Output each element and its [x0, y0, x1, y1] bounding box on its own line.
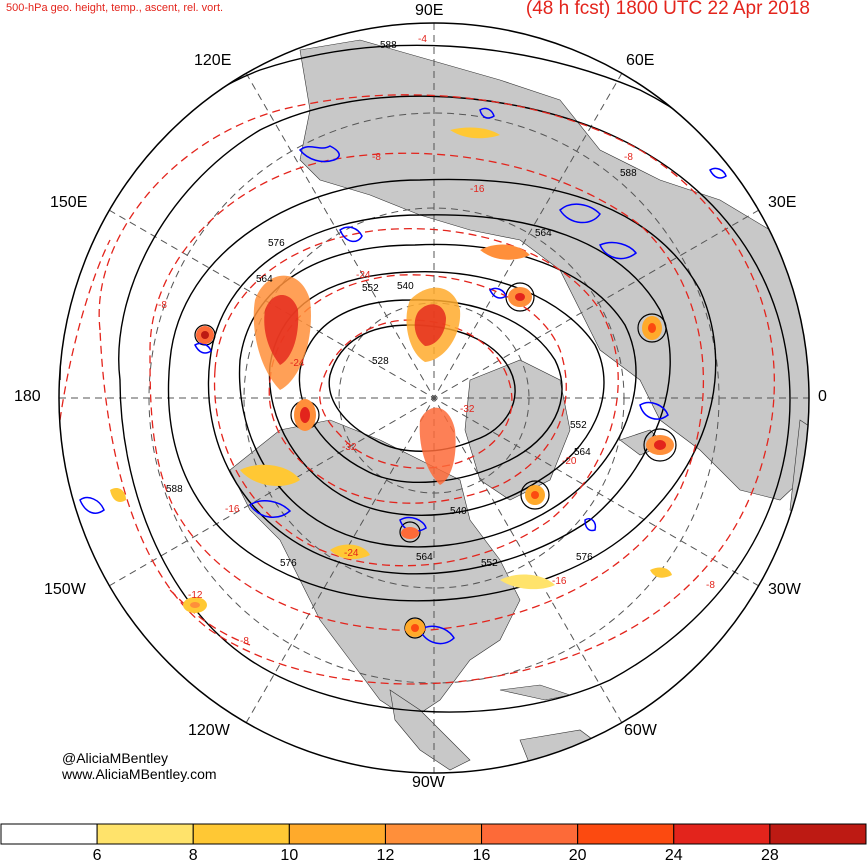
credit-handle: @AliciaMBentley	[62, 750, 169, 766]
height-label: 588	[380, 40, 397, 51]
land-greenland	[464, 359, 571, 501]
colorbar-swatch	[384, 823, 483, 845]
lon-label-90w: 90W	[412, 774, 445, 791]
colorbar-swatch	[96, 823, 194, 845]
land-north-america	[229, 419, 521, 721]
product-title: 500-hPa geo. height, temp., ascent, rel.…	[6, 2, 224, 14]
height-label: 564	[416, 552, 433, 563]
height-label: 552	[570, 420, 587, 431]
polar-map: 588 588 576 564 552 540 528 564 552 564 …	[58, 22, 810, 774]
colorbar-tick-label: 20	[568, 847, 587, 864]
colorbar	[0, 823, 867, 845]
temperature-label: -16	[225, 504, 240, 515]
colorbar-swatch	[673, 823, 771, 845]
lon-label-60e: 60E	[626, 52, 655, 69]
colorbar-swatch	[192, 823, 290, 845]
ascent-contours	[79, 107, 727, 645]
temperature-label: -24	[290, 358, 305, 369]
temperature-label: -12	[188, 590, 203, 601]
colorbar-swatch	[288, 823, 386, 845]
colorbar-tick-label: 24	[664, 847, 683, 864]
lon-label-150e: 150E	[50, 194, 88, 211]
height-label: 576	[576, 552, 593, 563]
temperature-label: -4	[418, 34, 427, 45]
height-label: 552	[362, 283, 379, 294]
temperature-label: -8	[240, 636, 249, 647]
land-south-america	[519, 729, 621, 773]
lon-label-60w: 60W	[624, 722, 657, 739]
colorbar-tick-label: 8	[188, 847, 198, 864]
lon-label-30w: 30W	[768, 581, 801, 598]
temperature-label: -32	[342, 442, 357, 453]
colorbar-tick-label: 12	[376, 847, 395, 864]
temperature-label: -20	[562, 456, 577, 467]
vorticity-shading	[110, 127, 674, 637]
temperature-contours	[59, 39, 775, 685]
lon-label-0: 0	[818, 388, 827, 405]
height-label: 588	[620, 168, 637, 179]
valid-time-title: (48 h fcst) 1800 UTC 22 Apr 2018	[525, 0, 810, 19]
temperature-label: -24	[356, 270, 371, 281]
height-label: 564	[574, 447, 591, 458]
lon-label-180: 180	[14, 388, 41, 405]
lon-label-120e: 120E	[194, 52, 232, 69]
temperature-label: -8	[158, 300, 167, 311]
temperature-label: -8	[372, 152, 381, 163]
colorbar-swatch	[577, 823, 675, 845]
temperature-label: -24	[344, 548, 359, 559]
height-label: 540	[397, 281, 414, 292]
temperature-label: -32	[460, 404, 475, 415]
height-label: 576	[280, 558, 297, 569]
temperature-label: -16	[552, 576, 567, 587]
height-label: 552	[481, 558, 498, 569]
height-label: 540	[450, 506, 467, 517]
credit-website: www.AliciaMBentley.com	[62, 766, 217, 782]
temperature-label: -8	[624, 152, 633, 163]
lon-label-30e: 30E	[768, 194, 797, 211]
height-label: 528	[372, 356, 389, 367]
height-label: 576	[268, 238, 285, 249]
temperature-label: -16	[470, 184, 485, 195]
temperature-label-group: -4 -8 -8 -16 -24 -32 -32 -24 -16 -8 -8 -…	[158, 34, 715, 647]
lon-label-90e: 90E	[415, 2, 444, 19]
colorbar-tick-label: 16	[472, 847, 491, 864]
colorbar-swatch	[0, 823, 98, 845]
colorbar-swatch	[481, 823, 579, 845]
lon-label-150w: 150W	[44, 581, 86, 598]
colorbar-tick-label: 10	[280, 847, 299, 864]
temperature-label: -8	[706, 580, 715, 591]
colorbar-tick-label: 6	[92, 847, 102, 864]
height-label: 588	[166, 484, 183, 495]
map-boundary	[58, 22, 810, 774]
height-label-group: 588 588 576 564 552 540 528 564 552 564 …	[166, 40, 637, 569]
colorbar-tick-label: 28	[760, 847, 779, 864]
lon-label-120w: 120W	[188, 722, 230, 739]
colorbar-swatch	[769, 823, 867, 845]
height-label: 564	[256, 274, 273, 285]
height-label: 564	[535, 228, 552, 239]
